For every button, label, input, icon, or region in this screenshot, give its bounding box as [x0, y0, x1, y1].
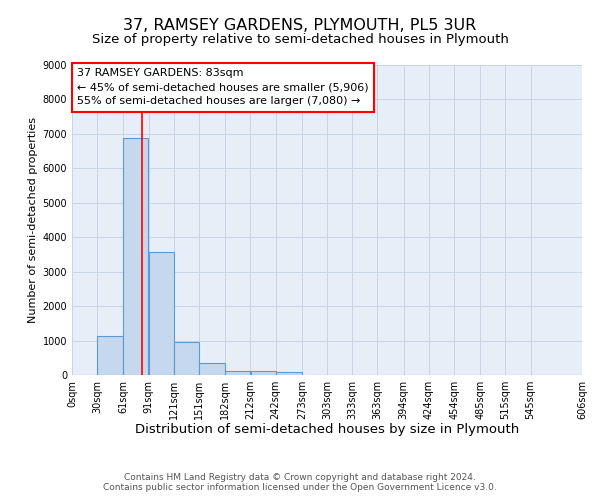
Bar	[97, 336, 123, 375]
Bar	[199, 363, 225, 375]
Text: Contains public sector information licensed under the Open Government Licence v3: Contains public sector information licen…	[103, 484, 497, 492]
Bar	[149, 252, 174, 375]
Bar	[251, 371, 275, 375]
Text: Contains HM Land Registry data © Crown copyright and database right 2024.: Contains HM Land Registry data © Crown c…	[124, 474, 476, 482]
Text: Size of property relative to semi-detached houses in Plymouth: Size of property relative to semi-detach…	[92, 32, 508, 46]
Bar	[174, 342, 199, 375]
Bar	[124, 138, 148, 375]
Text: 37 RAMSEY GARDENS: 83sqm
← 45% of semi-detached houses are smaller (5,906)
55% o: 37 RAMSEY GARDENS: 83sqm ← 45% of semi-d…	[77, 68, 369, 106]
Text: 37, RAMSEY GARDENS, PLYMOUTH, PL5 3UR: 37, RAMSEY GARDENS, PLYMOUTH, PL5 3UR	[124, 18, 476, 32]
Bar	[225, 370, 250, 375]
Bar	[276, 372, 302, 375]
Y-axis label: Number of semi-detached properties: Number of semi-detached properties	[28, 117, 38, 323]
X-axis label: Distribution of semi-detached houses by size in Plymouth: Distribution of semi-detached houses by …	[135, 424, 519, 436]
